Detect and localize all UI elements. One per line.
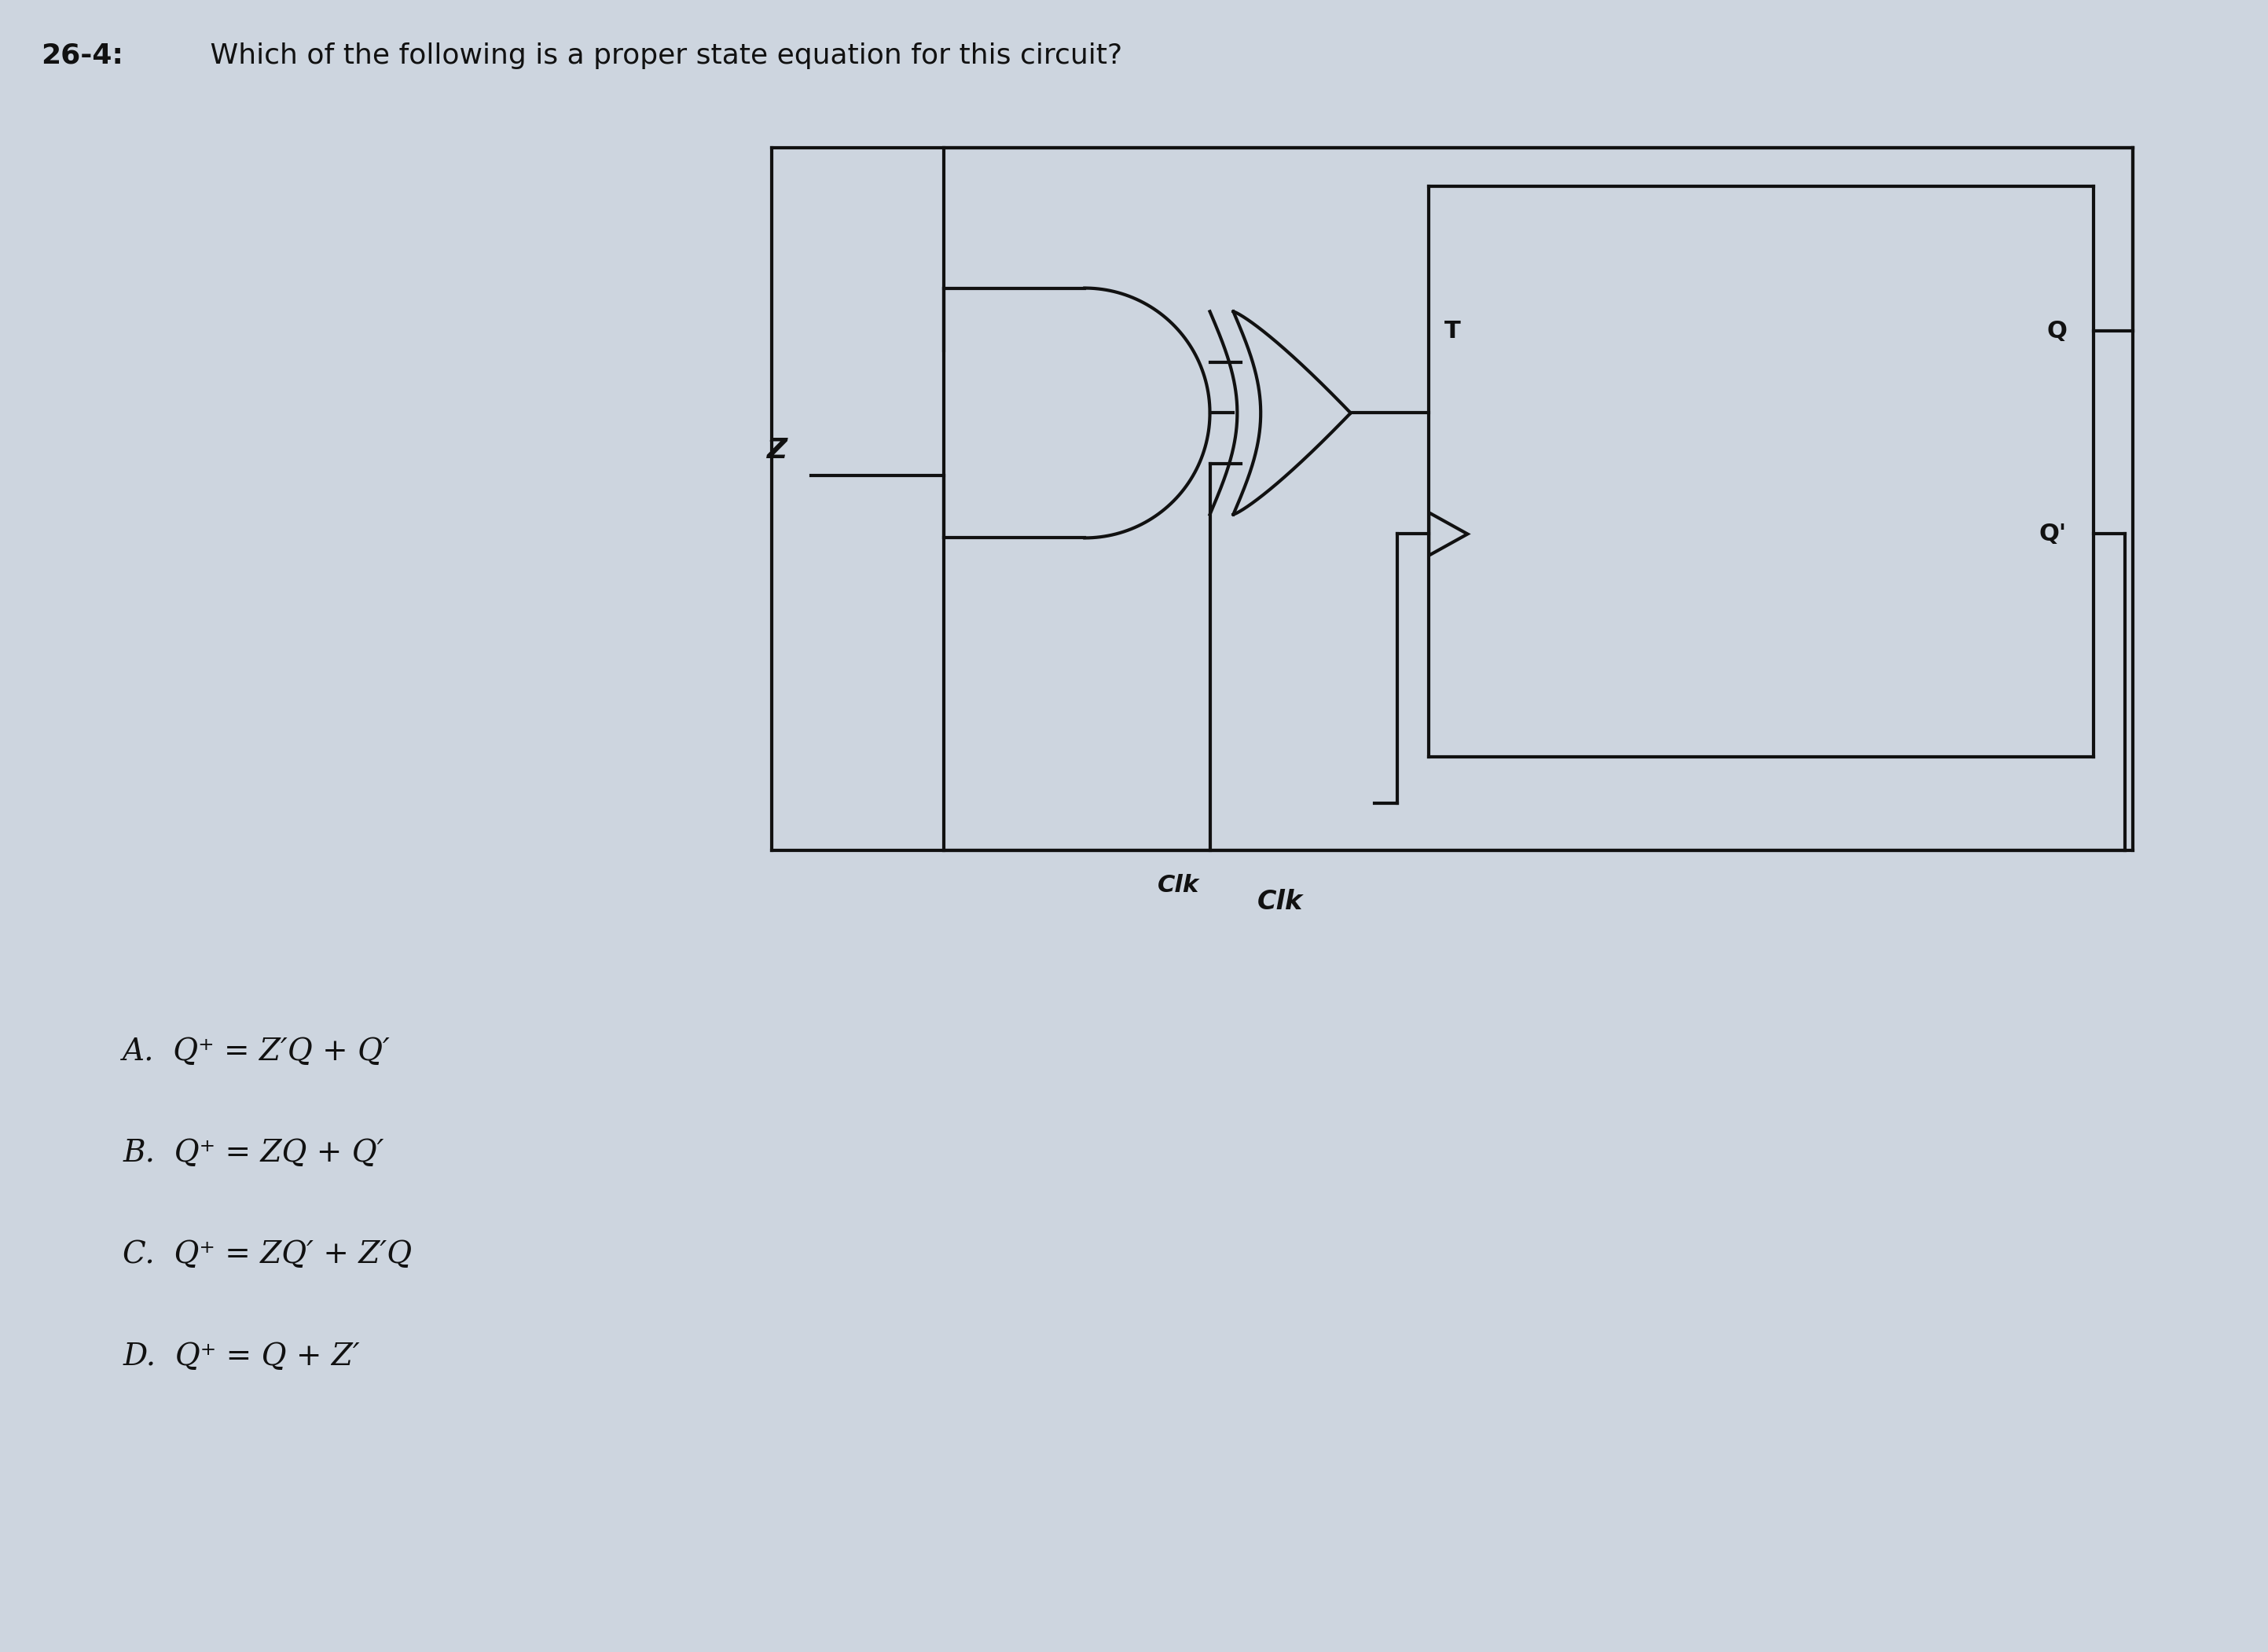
Text: Clk: Clk [1256, 889, 1304, 915]
Text: Q: Q [2046, 319, 2066, 342]
Text: T: T [1445, 319, 1461, 342]
Text: Clk: Clk [1157, 874, 1200, 897]
Text: B.  Q⁺ = ZQ + Q′: B. Q⁺ = ZQ + Q′ [122, 1140, 383, 1168]
Text: C.  Q⁺ = ZQ′ + Z′Q: C. Q⁺ = ZQ′ + Z′Q [122, 1241, 413, 1270]
Text: A.  Q⁺ = Z′Q + Q′: A. Q⁺ = Z′Q + Q′ [122, 1037, 390, 1067]
Text: D.  Q⁺ = Q + Z′: D. Q⁺ = Q + Z′ [122, 1341, 361, 1371]
Text: Q': Q' [2039, 522, 2066, 545]
Text: 26-4:: 26-4: [41, 43, 122, 69]
Text: Which of the following is a proper state equation for this circuit?: Which of the following is a proper state… [202, 43, 1123, 69]
Text: Z: Z [767, 438, 787, 464]
